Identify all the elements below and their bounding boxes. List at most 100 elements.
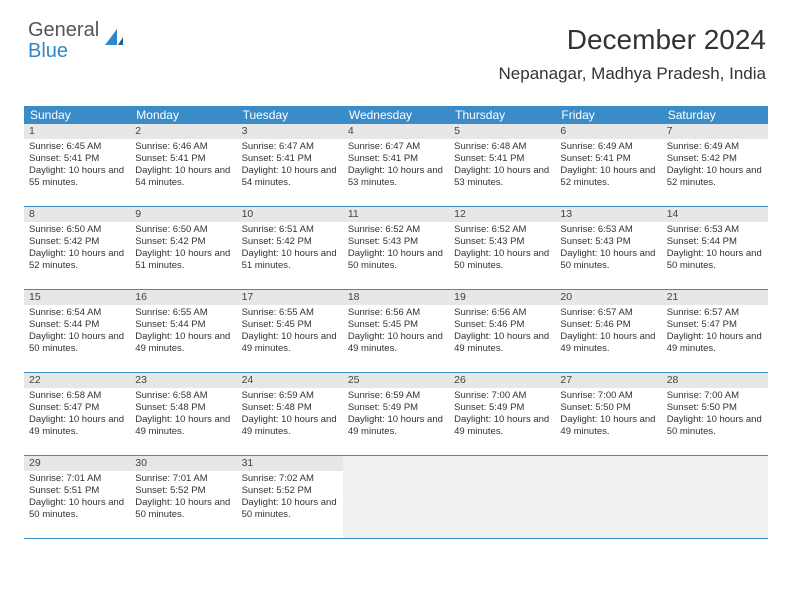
day-cell: 8Sunrise: 6:50 AMSunset: 5:42 PMDaylight… — [24, 207, 130, 289]
day-number: 7 — [662, 124, 768, 139]
sunset-line: Sunset: 5:49 PM — [454, 402, 551, 414]
day-number: 4 — [343, 124, 449, 139]
sunrise-line: Sunrise: 6:45 AM — [29, 141, 126, 153]
sunset-line: Sunset: 5:43 PM — [560, 236, 657, 248]
day-body: Sunrise: 6:47 AMSunset: 5:41 PMDaylight:… — [237, 139, 343, 193]
daylight-line: Daylight: 10 hours and 53 minutes. — [348, 165, 445, 189]
day-body: Sunrise: 6:52 AMSunset: 5:43 PMDaylight:… — [343, 222, 449, 276]
sunrise-line: Sunrise: 6:53 AM — [560, 224, 657, 236]
day-cell: 24Sunrise: 6:59 AMSunset: 5:48 PMDayligh… — [237, 373, 343, 455]
daylight-line: Daylight: 10 hours and 49 minutes. — [348, 331, 445, 355]
daylight-line: Daylight: 10 hours and 49 minutes. — [454, 331, 551, 355]
day-number: 10 — [237, 207, 343, 222]
daylight-line: Daylight: 10 hours and 50 minutes. — [135, 497, 232, 521]
sunset-line: Sunset: 5:44 PM — [667, 236, 764, 248]
daylight-line: Daylight: 10 hours and 49 minutes. — [135, 331, 232, 355]
day-number: 17 — [237, 290, 343, 305]
day-number: 27 — [555, 373, 661, 388]
sunrise-line: Sunrise: 6:48 AM — [454, 141, 551, 153]
weekday-header: Thursday — [449, 106, 555, 124]
day-body: Sunrise: 6:53 AMSunset: 5:43 PMDaylight:… — [555, 222, 661, 276]
day-body: Sunrise: 6:50 AMSunset: 5:42 PMDaylight:… — [130, 222, 236, 276]
daylight-line: Daylight: 10 hours and 54 minutes. — [242, 165, 339, 189]
week-row: 22Sunrise: 6:58 AMSunset: 5:47 PMDayligh… — [24, 373, 768, 456]
daylight-line: Daylight: 10 hours and 49 minutes. — [560, 331, 657, 355]
day-cell — [662, 456, 768, 538]
sunset-line: Sunset: 5:42 PM — [29, 236, 126, 248]
daylight-line: Daylight: 10 hours and 52 minutes. — [29, 248, 126, 272]
sunset-line: Sunset: 5:50 PM — [667, 402, 764, 414]
day-body: Sunrise: 7:01 AMSunset: 5:51 PMDaylight:… — [24, 471, 130, 525]
day-cell: 18Sunrise: 6:56 AMSunset: 5:45 PMDayligh… — [343, 290, 449, 372]
day-number: 5 — [449, 124, 555, 139]
sail-icon — [103, 27, 125, 54]
day-cell: 29Sunrise: 7:01 AMSunset: 5:51 PMDayligh… — [24, 456, 130, 538]
sunrise-line: Sunrise: 7:01 AM — [29, 473, 126, 485]
sunrise-line: Sunrise: 6:58 AM — [29, 390, 126, 402]
sunrise-line: Sunrise: 6:55 AM — [135, 307, 232, 319]
day-cell: 7Sunrise: 6:49 AMSunset: 5:42 PMDaylight… — [662, 124, 768, 206]
day-body: Sunrise: 6:55 AMSunset: 5:44 PMDaylight:… — [130, 305, 236, 359]
week-row: 15Sunrise: 6:54 AMSunset: 5:44 PMDayligh… — [24, 290, 768, 373]
day-number: 24 — [237, 373, 343, 388]
day-cell: 15Sunrise: 6:54 AMSunset: 5:44 PMDayligh… — [24, 290, 130, 372]
sunrise-line: Sunrise: 6:56 AM — [348, 307, 445, 319]
logo-text-general: General — [28, 19, 99, 41]
sunset-line: Sunset: 5:41 PM — [560, 153, 657, 165]
month-title: December 2024 — [499, 24, 766, 56]
day-cell: 14Sunrise: 6:53 AMSunset: 5:44 PMDayligh… — [662, 207, 768, 289]
sunset-line: Sunset: 5:41 PM — [135, 153, 232, 165]
sunrise-line: Sunrise: 7:00 AM — [454, 390, 551, 402]
sunrise-line: Sunrise: 6:57 AM — [560, 307, 657, 319]
sunrise-line: Sunrise: 6:47 AM — [242, 141, 339, 153]
sunset-line: Sunset: 5:43 PM — [454, 236, 551, 248]
sunset-line: Sunset: 5:46 PM — [454, 319, 551, 331]
sunrise-line: Sunrise: 6:50 AM — [29, 224, 126, 236]
day-body: Sunrise: 6:58 AMSunset: 5:47 PMDaylight:… — [24, 388, 130, 442]
day-number: 16 — [130, 290, 236, 305]
day-body: Sunrise: 6:47 AMSunset: 5:41 PMDaylight:… — [343, 139, 449, 193]
day-cell: 22Sunrise: 6:58 AMSunset: 5:47 PMDayligh… — [24, 373, 130, 455]
day-number: 13 — [555, 207, 661, 222]
day-number: 9 — [130, 207, 236, 222]
day-body: Sunrise: 7:00 AMSunset: 5:50 PMDaylight:… — [555, 388, 661, 442]
daylight-line: Daylight: 10 hours and 51 minutes. — [135, 248, 232, 272]
day-body: Sunrise: 6:49 AMSunset: 5:41 PMDaylight:… — [555, 139, 661, 193]
day-body: Sunrise: 6:55 AMSunset: 5:45 PMDaylight:… — [237, 305, 343, 359]
day-cell: 13Sunrise: 6:53 AMSunset: 5:43 PMDayligh… — [555, 207, 661, 289]
day-number: 26 — [449, 373, 555, 388]
sunrise-line: Sunrise: 6:52 AM — [454, 224, 551, 236]
day-number: 25 — [343, 373, 449, 388]
sunset-line: Sunset: 5:41 PM — [242, 153, 339, 165]
sunset-line: Sunset: 5:43 PM — [348, 236, 445, 248]
day-number: 11 — [343, 207, 449, 222]
day-cell: 27Sunrise: 7:00 AMSunset: 5:50 PMDayligh… — [555, 373, 661, 455]
weekday-header: Monday — [130, 106, 236, 124]
daylight-line: Daylight: 10 hours and 51 minutes. — [242, 248, 339, 272]
sunrise-line: Sunrise: 7:01 AM — [135, 473, 232, 485]
daylight-line: Daylight: 10 hours and 50 minutes. — [29, 497, 126, 521]
day-number: 31 — [237, 456, 343, 471]
sunset-line: Sunset: 5:42 PM — [667, 153, 764, 165]
day-body: Sunrise: 6:57 AMSunset: 5:46 PMDaylight:… — [555, 305, 661, 359]
sunset-line: Sunset: 5:41 PM — [454, 153, 551, 165]
day-number: 3 — [237, 124, 343, 139]
day-body: Sunrise: 6:57 AMSunset: 5:47 PMDaylight:… — [662, 305, 768, 359]
day-number: 28 — [662, 373, 768, 388]
sunset-line: Sunset: 5:46 PM — [560, 319, 657, 331]
day-number: 12 — [449, 207, 555, 222]
daylight-line: Daylight: 10 hours and 49 minutes. — [242, 331, 339, 355]
calendar: SundayMondayTuesdayWednesdayThursdayFrid… — [24, 106, 768, 539]
sunrise-line: Sunrise: 6:47 AM — [348, 141, 445, 153]
daylight-line: Daylight: 10 hours and 49 minutes. — [560, 414, 657, 438]
daylight-line: Daylight: 10 hours and 50 minutes. — [667, 414, 764, 438]
day-cell: 10Sunrise: 6:51 AMSunset: 5:42 PMDayligh… — [237, 207, 343, 289]
day-cell — [449, 456, 555, 538]
weekday-header: Tuesday — [237, 106, 343, 124]
day-cell: 21Sunrise: 6:57 AMSunset: 5:47 PMDayligh… — [662, 290, 768, 372]
daylight-line: Daylight: 10 hours and 49 minutes. — [348, 414, 445, 438]
day-body: Sunrise: 7:00 AMSunset: 5:50 PMDaylight:… — [662, 388, 768, 442]
day-number: 1 — [24, 124, 130, 139]
sunrise-line: Sunrise: 7:02 AM — [242, 473, 339, 485]
day-cell: 11Sunrise: 6:52 AMSunset: 5:43 PMDayligh… — [343, 207, 449, 289]
